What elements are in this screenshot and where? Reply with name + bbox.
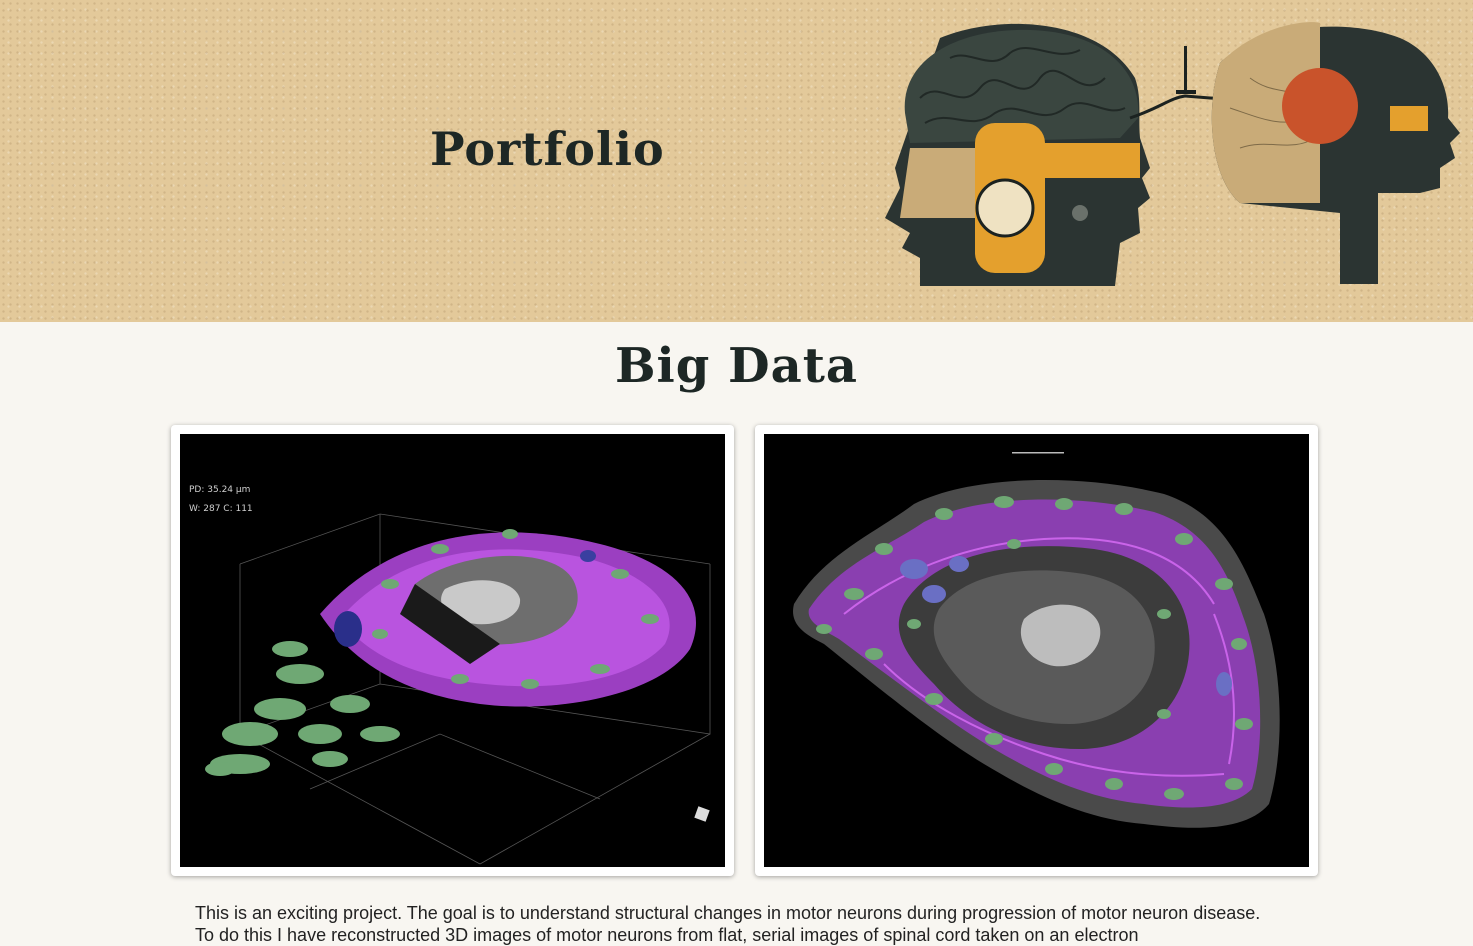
- overlay-line-1: PD: 35.24 µm: [189, 485, 250, 495]
- section-title: Big Data: [614, 338, 859, 394]
- 3d-neuron-reconstruction-image: PD: 35.24 µm W: 287 C: 111: [180, 434, 725, 867]
- gallery-card-cross-section[interactable]: [755, 425, 1318, 876]
- page-header: Portfolio: [0, 0, 1473, 322]
- gallery-card-3d-reconstruction[interactable]: PD: 35.24 µm W: 287 C: 111: [171, 425, 734, 876]
- project-description: This is an exciting project. The goal is…: [195, 903, 1261, 945]
- neuron-cross-section-image: [764, 434, 1309, 867]
- two-heads-brain-illustration-icon: [885, 22, 1460, 287]
- page-title: Portfolio: [430, 122, 665, 176]
- overlay-line-2: W: 287 C: 111: [189, 504, 253, 514]
